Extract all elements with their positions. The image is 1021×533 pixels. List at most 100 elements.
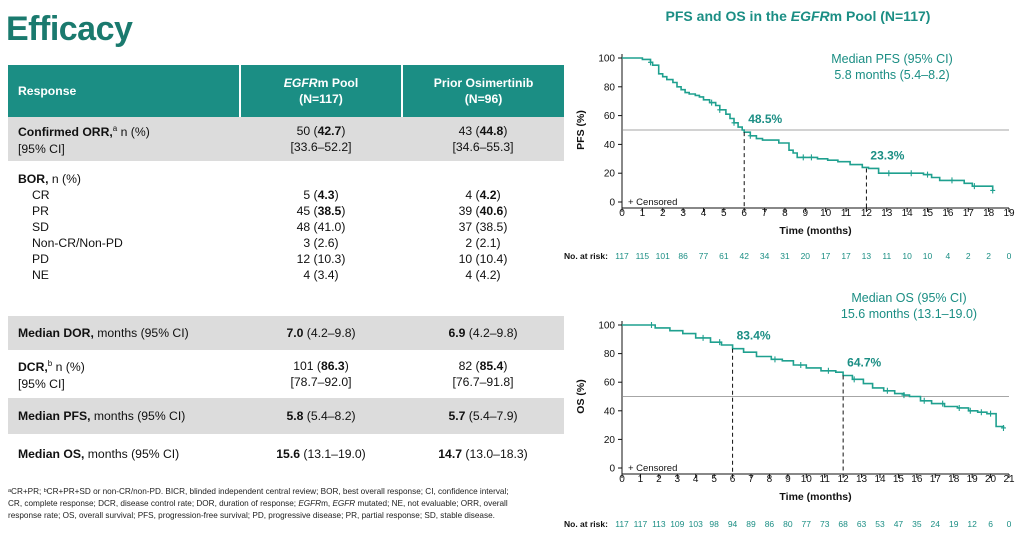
os-at-risk-value: 86 (765, 519, 775, 529)
pfs-x-tick-label: 5 (721, 208, 727, 219)
os-censor-mark (700, 334, 706, 341)
pfs-x-tick-label: 12 (861, 208, 873, 219)
pfs-at-risk-value: 10 (923, 251, 933, 261)
pfs-x-tick-label: 13 (881, 208, 893, 219)
os-censor-mark (884, 387, 890, 394)
os-x-tick-label: 7 (748, 474, 754, 485)
pfs-marker-label: 23.3% (870, 148, 904, 162)
pfs-censor-mark (925, 171, 931, 178)
pfs-y-tick-label: 20 (604, 169, 616, 180)
os-km-curve (622, 324, 1005, 428)
os-at-risk-value: 98 (709, 519, 719, 529)
os-at-risk-value: 94 (728, 519, 738, 529)
pfs-y-tick-label: 100 (598, 54, 615, 65)
pfs-x-tick-label: 18 (983, 208, 995, 219)
os-y-tick-label: 0 (609, 464, 615, 475)
pfs-median-title: Median PFS (95% CI) (831, 52, 953, 66)
pfs-y-tick-label: 80 (604, 82, 616, 93)
os-censor-mark (648, 322, 654, 328)
pfs-censor-mark (949, 177, 955, 184)
pfs-y-tick-label: 0 (609, 198, 615, 209)
os-marker-label: 64.7% (847, 355, 881, 369)
os-at-risk-value: 113 (652, 519, 666, 529)
os-at-risk-value: 53 (875, 519, 885, 529)
pfs-x-tick-label: 16 (942, 208, 954, 219)
os-x-axis-label: Time (months) (779, 491, 851, 503)
os-x-tick-label: 8 (767, 474, 773, 485)
table-row-dcr: DCR,b n (%) [95% CI] 101 (86.3) [78.7–92.0… (8, 350, 564, 397)
os-x-tick-label: 6 (730, 474, 736, 485)
os-censor-mark (940, 400, 946, 407)
os-y-tick-label: 80 (604, 349, 616, 360)
chart-title: PFS and OS in the EGFRm Pool (N=117) (665, 8, 931, 24)
os-at-risk-value: 73 (820, 519, 830, 529)
os-at-risk-value: 63 (857, 519, 867, 529)
pfs-censor-mark (808, 154, 814, 161)
os-marker-label: 83.4% (737, 329, 771, 343)
os-at-risk-value: 24 (931, 519, 941, 529)
os-x-tick-label: 2 (656, 474, 662, 485)
os-censor-mark (978, 409, 984, 416)
os-x-tick-label: 16 (911, 474, 923, 485)
os-x-tick-label: 5 (711, 474, 717, 485)
pfs-at-risk-value: 77 (699, 251, 709, 261)
pfs-at-risk-value: 4 (946, 251, 951, 261)
pfs-at-risk-value: 117 (615, 251, 629, 261)
os-x-tick-label: 17 (930, 474, 942, 485)
os-legend-censored: + Censored (628, 463, 677, 474)
pfs-x-tick-label: 15 (922, 208, 934, 219)
pfs-at-risk-value: 31 (780, 251, 790, 261)
pfs-x-tick-label: 3 (680, 208, 686, 219)
os-median-title: Median OS (95% CI) (851, 291, 966, 305)
pfs-censor-mark (709, 99, 715, 106)
os-censor-mark (851, 376, 857, 383)
os-censor-mark (798, 362, 804, 369)
os-x-tick-label: 10 (801, 474, 813, 485)
pfs-at-risk-value: 2 (986, 251, 991, 261)
os-x-tick-label: 15 (893, 474, 905, 485)
os-censor-mark (772, 356, 778, 363)
pfs-at-risk-value: 20 (801, 251, 811, 261)
os-x-tick-label: 21 (1003, 474, 1015, 485)
os-y-tick-label: 60 (604, 378, 616, 389)
os-censor-mark (825, 367, 831, 374)
footnote: ᵃCR+PR; ᵇCR+PR+SD or non-CR/non-PD. BICR… (8, 487, 509, 520)
table-row-pfs: Median PFS, months (95% CI) 5.8 (5.4–8.2… (8, 396, 564, 435)
pfs-at-risk-value: 34 (760, 251, 770, 261)
os-x-tick-label: 4 (693, 474, 699, 485)
pfs-at-risk-value: 115 (636, 251, 650, 261)
os-median-value: 15.6 months (13.1–19.0) (841, 307, 977, 321)
os-at-risk-value: 0 (1007, 519, 1012, 529)
header-egfrm-pool: EGFRm Pool (N=117) (240, 65, 403, 117)
os-at-risk-value: 117 (634, 519, 648, 529)
pfs-censor-mark (971, 183, 977, 190)
pfs-marker-label: 48.5% (748, 112, 782, 126)
pfs-at-risk-value: 10 (902, 251, 912, 261)
os-x-tick-label: 9 (785, 474, 791, 485)
pfs-x-axis-label: Time (months) (779, 225, 851, 237)
pfs-censor-mark (908, 170, 914, 177)
os-at-risk-value: 77 (802, 519, 812, 529)
os-x-tick-label: 1 (638, 474, 644, 485)
pfs-x-tick-label: 2 (660, 208, 666, 219)
pfs-legend-censored: + Censored (628, 197, 677, 208)
table-row-bor: BOR, n (%) CR PR SD Non-CR/Non-PD PD NE … (8, 161, 564, 315)
os-x-tick-label: 18 (948, 474, 960, 485)
os-censor-mark (717, 339, 723, 346)
os-y-tick-label: 100 (598, 321, 615, 332)
table-row-os: Median OS, months (95% CI) 15.6 (13.1–19… (8, 434, 564, 472)
pfs-y-tick-label: 60 (604, 111, 616, 122)
pfs-x-tick-label: 19 (1003, 208, 1015, 219)
os-x-tick-label: 13 (856, 474, 868, 485)
os-x-tick-label: 3 (675, 474, 681, 485)
os-at-risk-value: 6 (988, 519, 993, 529)
pfs-median-value: 5.8 months (5.4–8.2) (834, 68, 949, 82)
os-x-tick-label: 20 (985, 474, 997, 485)
table-row-dor: Median DOR, months (95% CI) 7.0 (4.2–9.8… (8, 314, 564, 351)
pfs-y-tick-label: 40 (604, 140, 616, 151)
pfs-y-axis-label: PFS (%) (575, 110, 587, 150)
pfs-x-tick-label: 4 (701, 208, 707, 219)
pfs-at-risk-label: No. at risk: (564, 251, 608, 261)
os-x-tick-label: 19 (967, 474, 979, 485)
